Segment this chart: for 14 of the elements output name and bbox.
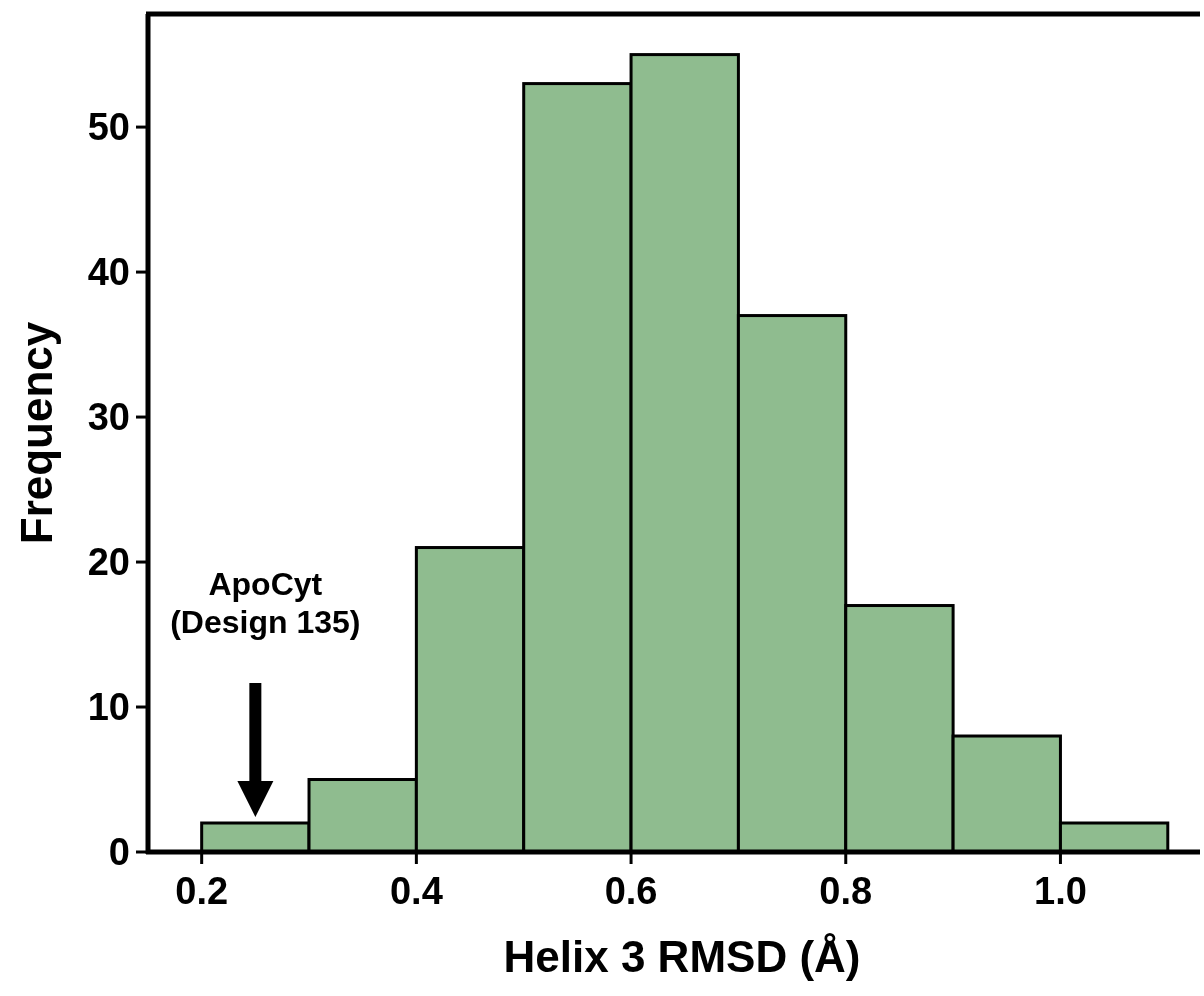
x-tick-label: 0.2 <box>175 870 229 912</box>
x-axis-title: Helix 3 RMSD (Å) <box>503 932 861 981</box>
y-tick-label: 0 <box>108 831 130 874</box>
x-tick-label: 1.0 <box>1034 870 1087 912</box>
y-axis-title: Frequency <box>12 321 61 545</box>
y-tick-label: 40 <box>87 251 130 294</box>
x-tick-label: 0.4 <box>389 870 443 912</box>
x-tick-label: 0.8 <box>819 870 873 912</box>
y-tick-label: 10 <box>87 686 130 729</box>
annotation: ApoCyt (Design 135) <box>170 566 361 640</box>
y-tick-label: 20 <box>87 541 130 584</box>
x-tick-label: 0.6 <box>604 870 658 912</box>
y-tick-label: 30 <box>87 396 130 439</box>
y-tick-label: 50 <box>87 106 130 149</box>
